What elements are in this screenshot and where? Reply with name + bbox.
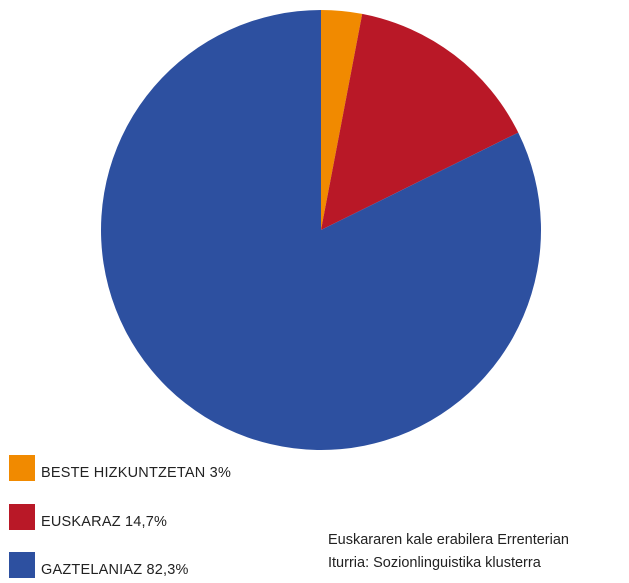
legend-label-beste-hizkuntzetan: BESTE HIZKUNTZETAN 3% [41, 465, 232, 481]
legend-swatch-gaztelaniaz [9, 552, 35, 578]
legend-item-beste-hizkuntzetan: BESTE HIZKUNTZETAN 3% [9, 455, 231, 481]
pie-slice-beste-hizkuntzetan [321, 10, 363, 230]
legend-label-euskaraz: EUSKARAZ 14,7% [41, 514, 168, 530]
caption-source: Iturria: Sozionlinguistika klusterra [328, 555, 541, 571]
legend-item-euskaraz: EUSKARAZ 14,7% [9, 504, 167, 530]
caption-title: Euskararen kale erabilera Errenterian [328, 532, 569, 548]
legend-swatch-euskaraz [9, 504, 35, 530]
pie-slices [101, 10, 542, 451]
legend-swatch-beste-hizkuntzetan [9, 455, 35, 481]
legend-label-gaztelaniaz: GAZTELANIAZ 82,3% [41, 562, 189, 578]
pie-slice-euskaraz [321, 13, 519, 231]
chart-caption: Euskararen kale erabilera Errenterian It… [328, 529, 569, 575]
legend-item-gaztelaniaz: GAZTELANIAZ 82,3% [9, 552, 189, 578]
pie-slice-gaztelaniaz [101, 10, 542, 451]
